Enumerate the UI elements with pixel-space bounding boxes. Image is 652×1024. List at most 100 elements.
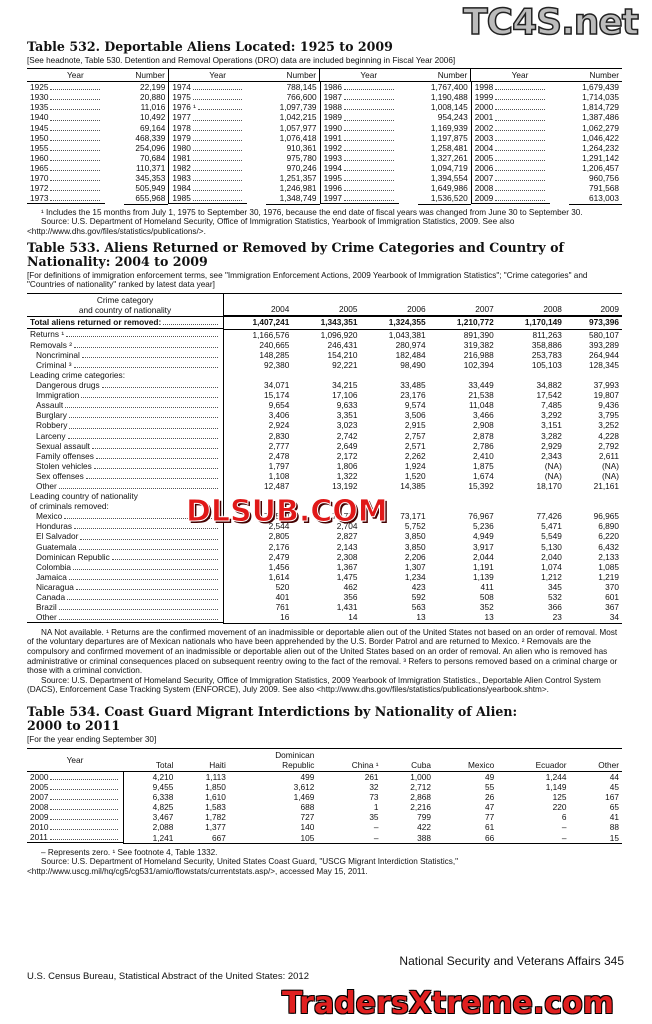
value-cell: 2,830 — [223, 430, 293, 441]
number-cell: 1,197,875 — [430, 132, 468, 143]
number-cell: 766,600 — [286, 92, 317, 103]
number-cell: 1,246,981 — [279, 183, 317, 194]
value-cell: (NA) — [544, 470, 562, 481]
year-cell: 1985 — [168, 193, 248, 205]
row-label: 2005 — [474, 152, 494, 163]
value-cell: 3,612 — [293, 781, 315, 792]
year-cell: 2003 — [470, 132, 550, 143]
value-cell: 388 — [381, 832, 434, 844]
leader-dots — [495, 170, 545, 172]
leader-dots — [192, 149, 243, 151]
row-label: Jamaica — [36, 571, 67, 582]
value-cell: 2,206 — [404, 551, 426, 562]
year-cell: 1974 — [168, 82, 247, 93]
value-cell: 1,234 — [404, 571, 426, 582]
leader-dots — [50, 119, 100, 121]
value-cell: 1,241 — [122, 832, 177, 844]
leader-dots — [49, 839, 118, 841]
year-cell: 1997 — [319, 193, 399, 205]
table-title: Table 533. Aliens Returned or Removed by… — [27, 239, 564, 270]
row-label: Brazil — [36, 602, 57, 613]
value-cell: 73,171 — [400, 511, 426, 522]
leader-cell: 2007 — [30, 792, 120, 802]
row-label-cell: Removals ² — [27, 340, 223, 350]
leader-cell: 2001 — [475, 112, 547, 122]
note: Source: U.S. Department of Homeland Secu… — [27, 675, 601, 695]
leader-cell: Brazil — [36, 602, 220, 612]
value-cell: 592 — [411, 592, 426, 602]
value-cell: 4,210 — [122, 771, 177, 782]
row-label-cell: Other — [27, 612, 223, 624]
leader-cell: 1972 — [30, 183, 102, 193]
year-cell: 1981 — [168, 152, 247, 163]
headnote: [For definitions of immigration enforcem… — [27, 270, 588, 290]
leader-cell: 1981 — [172, 153, 244, 163]
leader-dots — [344, 119, 394, 121]
leader-cell: 1950 — [30, 133, 102, 143]
leader-cell: 1993 — [324, 153, 396, 163]
leader-cell: 2002 — [475, 123, 547, 133]
value-cell: 688 — [300, 802, 315, 812]
value-cell: 1,520 — [404, 470, 426, 481]
leader-dots — [93, 467, 218, 469]
value-cell: 3,282 — [541, 430, 562, 441]
number-cell: 20,880 — [139, 92, 166, 103]
value-cell: 26 — [484, 791, 495, 802]
note: ¹ Includes the 15 months from July 1, 19… — [41, 207, 583, 217]
leader-cell: 2005 — [30, 782, 120, 792]
row-label: Robbery — [36, 420, 68, 431]
column-header: Cuba — [381, 747, 434, 772]
value-cell: 13,192 — [332, 480, 358, 491]
number-cell: 10,492 — [139, 112, 166, 123]
value-cell: 9,455 — [122, 781, 177, 792]
value-cell: 3,406 — [223, 410, 293, 421]
leader-dots — [50, 99, 100, 101]
row-label: 2001 — [474, 112, 494, 123]
value-cell: 15,392 — [468, 480, 494, 491]
row-label: 1992 — [323, 142, 343, 153]
value-cell: 3,850 — [404, 531, 426, 542]
year-cell: 1925 — [27, 82, 105, 92]
number-cell: 1,387,486 — [582, 112, 619, 123]
leader-dots — [58, 488, 218, 490]
value-cell: 5,236 — [472, 521, 494, 532]
year-cell: 1960 — [27, 153, 105, 163]
leader-cell: 1992 — [324, 143, 396, 153]
value-cell: 366 — [548, 602, 562, 613]
table-row: Assault 9,654 9,633 9,574 11,048 7,485 9,436 — [27, 400, 622, 411]
row-label-cell: Sex offenses — [27, 471, 223, 481]
value-cell: 580,107 — [589, 329, 619, 340]
row-label: 1935 — [30, 102, 49, 113]
leader-dots — [111, 558, 218, 560]
leader-cell: 1935 — [30, 102, 102, 112]
value-cell — [429, 370, 497, 380]
number-cell: 1,814,729 — [582, 102, 619, 113]
row-label: 1986 — [323, 82, 343, 93]
leader-cell: 1925 — [30, 82, 102, 92]
value-cell: 727 — [300, 812, 315, 823]
year-cell: 2002 — [470, 122, 550, 133]
year-cell: 2007 — [470, 173, 550, 184]
leader-cell: Dominican Republic — [36, 552, 220, 562]
row-label: 1983 — [172, 173, 191, 184]
number-cell: 910,361 — [286, 142, 317, 153]
value-cell: 2,176 — [223, 541, 293, 552]
number-cell: 791,568 — [589, 183, 619, 194]
headnote: [For the year ending September 30] — [27, 734, 157, 744]
value-cell: 9,436 — [598, 400, 619, 411]
value-cell: 1,456 — [223, 561, 293, 572]
row-label: Dominican Republic — [36, 551, 110, 562]
year-cell: 1998 — [470, 82, 550, 93]
column-header: China ¹ — [317, 747, 382, 772]
leader-cell: 1982 — [172, 163, 244, 173]
leader-cell: Total aliens returned or removed: — [30, 317, 220, 327]
value-cell: 240,665 — [223, 339, 293, 350]
leader-cell: 1985 — [172, 193, 244, 203]
number-cell: 1,767,400 — [430, 82, 468, 93]
leader-cell: 1997 — [324, 193, 396, 203]
leader-dots — [75, 589, 218, 590]
row-label-cell: Honduras — [27, 521, 223, 531]
leader-dots — [81, 356, 218, 358]
leader-cell: Larceny — [36, 431, 220, 441]
